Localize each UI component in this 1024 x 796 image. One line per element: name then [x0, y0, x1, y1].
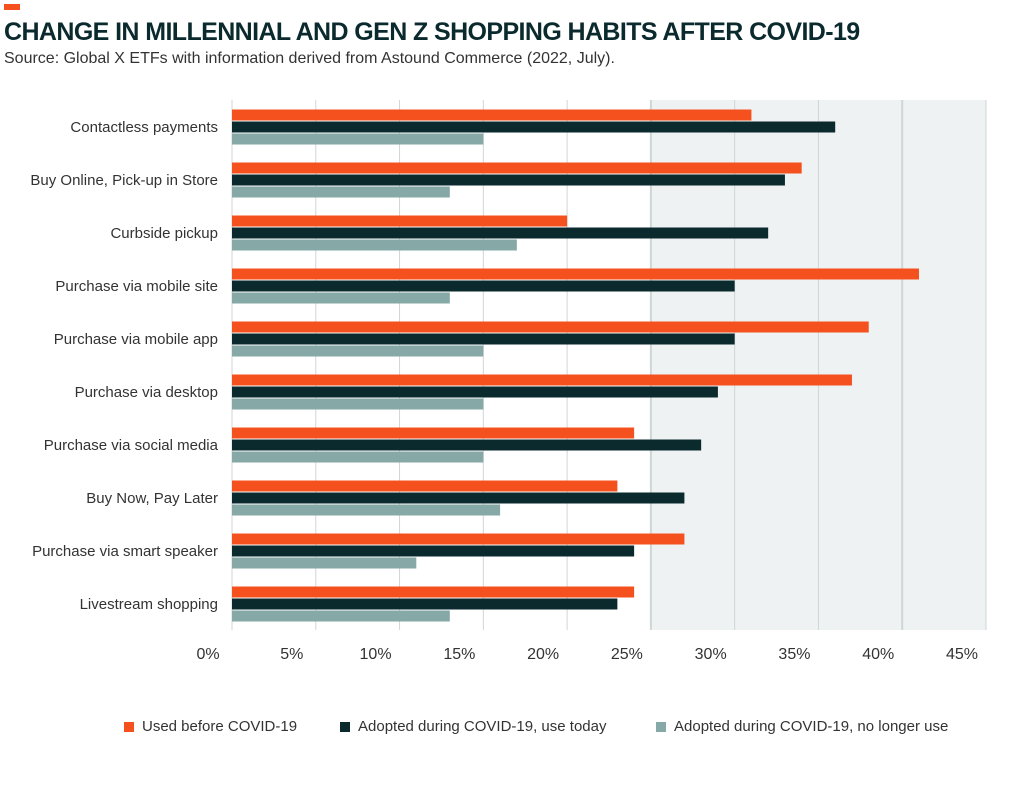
- x-tick-label: 25%: [611, 646, 643, 663]
- category-label: Purchase via mobile site: [55, 278, 218, 295]
- x-tick-label: 35%: [778, 646, 810, 663]
- bar: [232, 268, 919, 280]
- bar: [232, 133, 484, 145]
- bar: [232, 598, 618, 610]
- bars: [232, 109, 919, 622]
- category-label: Contactless payments: [70, 119, 218, 136]
- bar: [232, 186, 450, 198]
- category-label: Purchase via mobile app: [54, 331, 218, 348]
- x-tick-label: 10%: [360, 646, 392, 663]
- bar: [232, 427, 635, 439]
- legend-item-used-before: Used before COVID-19: [124, 718, 297, 735]
- category-label: Purchase via smart speaker: [32, 543, 218, 560]
- bar: [232, 227, 769, 239]
- bar: [232, 533, 685, 545]
- bar: [232, 162, 802, 174]
- x-tick-label: 15%: [443, 646, 475, 663]
- bar: [232, 492, 685, 504]
- x-tick-label: 45%: [946, 646, 978, 663]
- bar: [232, 451, 484, 463]
- x-axis-tick-labels: 0% 5% 10% 15% 20% 25% 30% 35% 40% 45%: [196, 646, 978, 663]
- bar: [232, 439, 702, 451]
- legend-swatch-no-longer-use: [656, 721, 666, 732]
- title-accent-mark: [4, 4, 20, 10]
- bar: [232, 215, 568, 227]
- bar: [232, 557, 417, 569]
- bar: [232, 121, 836, 133]
- bar: [232, 374, 852, 386]
- bar: [232, 109, 752, 121]
- legend-label-no-longer-use: Adopted during COVID-19, no longer use: [674, 718, 949, 735]
- x-tick-label: 30%: [695, 646, 727, 663]
- bar: [232, 174, 785, 186]
- legend-item-use-today: Adopted during COVID-19, use today: [340, 718, 606, 735]
- category-label: Purchase via desktop: [75, 384, 218, 401]
- bar: [232, 321, 869, 333]
- legend-swatch-used-before: [124, 721, 134, 732]
- bar-chart: Contactless payments Buy Online, Pick-up …: [30, 100, 987, 663]
- bar: [232, 333, 735, 345]
- category-label: Livestream shopping: [80, 596, 218, 613]
- bar: [232, 586, 635, 598]
- bar: [232, 398, 484, 410]
- bar: [232, 480, 618, 492]
- x-tick-label: 0%: [196, 646, 219, 663]
- bar: [232, 280, 735, 292]
- legend: Used before COVID-19 Adopted during COVI…: [0, 718, 1024, 742]
- category-label: Buy Now, Pay Later: [86, 490, 218, 507]
- bar: [232, 239, 517, 251]
- category-label: Purchase via social media: [44, 437, 219, 454]
- bar: [232, 386, 718, 398]
- bar: [232, 345, 484, 357]
- chart-subtitle: Source: Global X ETFs with information d…: [4, 50, 615, 67]
- x-tick-label: 5%: [280, 646, 303, 663]
- category-labels: Contactless payments Buy Online, Pick-up …: [30, 119, 218, 613]
- bar: [232, 545, 635, 557]
- legend-swatch-use-today: [340, 721, 350, 732]
- category-label: Curbside pickup: [110, 225, 218, 242]
- bar: [232, 292, 450, 304]
- chart-title: CHANGE IN MILLENNIAL AND GEN Z SHOPPING …: [4, 18, 860, 46]
- legend-label-used-before: Used before COVID-19: [142, 718, 298, 735]
- legend-item-no-longer-use: Adopted during COVID-19, no longer use: [656, 718, 948, 735]
- bar: [232, 504, 501, 516]
- x-tick-label: 40%: [862, 646, 894, 663]
- x-tick-label: 20%: [527, 646, 559, 663]
- bar: [232, 610, 450, 622]
- legend-label-use-today: Adopted during COVID-19, use today: [358, 718, 607, 735]
- category-label: Buy Online, Pick-up in Store: [30, 172, 218, 189]
